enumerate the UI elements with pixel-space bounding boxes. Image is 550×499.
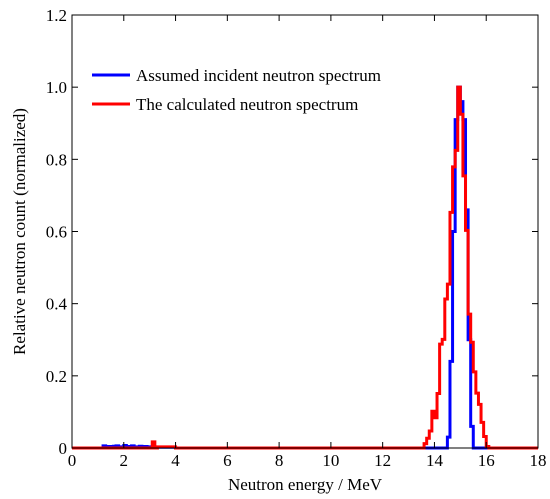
legend-label-calculated: The calculated neutron spectrum bbox=[136, 95, 358, 114]
y-tick-label: 0.4 bbox=[46, 295, 68, 314]
x-tick-label: 8 bbox=[275, 451, 284, 470]
x-tick-label: 16 bbox=[478, 451, 495, 470]
x-tick-label: 2 bbox=[120, 451, 129, 470]
y-tick-label: 0.6 bbox=[46, 223, 67, 242]
x-tick-label: 14 bbox=[426, 451, 444, 470]
series-line-1 bbox=[72, 85, 538, 450]
y-tick-label: 1.2 bbox=[46, 6, 67, 25]
x-tick-label: 4 bbox=[171, 451, 180, 470]
y-axis: 0 0.2 0.4 0.6 0.8 1.0 1.2 bbox=[46, 6, 538, 458]
x-tick-label: 12 bbox=[374, 451, 391, 470]
y-axis-label: Relative neutron count (normalized) bbox=[10, 108, 29, 355]
x-tick-label: 0 bbox=[68, 451, 77, 470]
y-tick-label: 0.8 bbox=[46, 150, 67, 169]
y-tick-label: 0.2 bbox=[46, 367, 67, 386]
series-layer bbox=[72, 85, 538, 450]
y-tick-label: 1.0 bbox=[46, 78, 67, 97]
x-tick-label: 6 bbox=[223, 451, 232, 470]
legend: Assumed incident neutron spectrum The ca… bbox=[92, 66, 381, 114]
legend-label-assumed: Assumed incident neutron spectrum bbox=[136, 66, 381, 85]
x-tick-label: 10 bbox=[322, 451, 339, 470]
x-axis-label: Neutron energy / MeV bbox=[228, 475, 383, 494]
y-tick-label: 0 bbox=[59, 439, 68, 458]
x-tick-label: 18 bbox=[530, 451, 547, 470]
x-axis: 0 2 4 6 8 10 12 14 16 18 bbox=[68, 15, 547, 470]
